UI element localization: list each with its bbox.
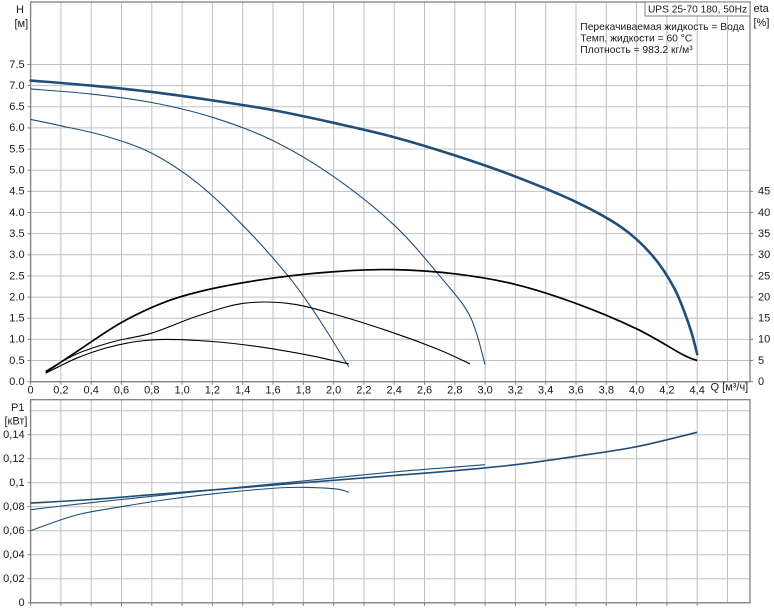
svg-text:1,4: 1,4 xyxy=(235,385,250,397)
svg-text:H: H xyxy=(16,4,24,16)
svg-text:4,2: 4,2 xyxy=(659,385,674,397)
svg-text:2,8: 2,8 xyxy=(447,385,462,397)
svg-text:P1: P1 xyxy=(11,402,24,414)
svg-text:45: 45 xyxy=(758,186,770,198)
svg-text:10: 10 xyxy=(758,334,770,346)
svg-text:3,8: 3,8 xyxy=(599,385,614,397)
svg-text:7.5: 7.5 xyxy=(9,59,24,71)
svg-text:1,8: 1,8 xyxy=(296,385,311,397)
svg-text:35: 35 xyxy=(758,228,770,240)
svg-text:[м]: [м] xyxy=(15,18,29,30)
svg-text:Темп. жидкости = 60 °C: Темп. жидкости = 60 °C xyxy=(580,34,693,45)
svg-text:5.0: 5.0 xyxy=(9,165,24,177)
svg-text:1,2: 1,2 xyxy=(205,385,220,397)
svg-text:0,12: 0,12 xyxy=(3,453,24,465)
svg-text:[%]: [%] xyxy=(754,17,770,29)
svg-text:2.0: 2.0 xyxy=(9,291,24,303)
svg-text:4.5: 4.5 xyxy=(9,186,24,198)
svg-text:0,04: 0,04 xyxy=(3,549,24,561)
svg-text:0,8: 0,8 xyxy=(144,385,159,397)
svg-text:4,4: 4,4 xyxy=(690,385,705,397)
svg-text:0,6: 0,6 xyxy=(114,385,129,397)
svg-text:7.0: 7.0 xyxy=(9,80,24,92)
svg-text:0,1: 0,1 xyxy=(9,477,24,489)
svg-text:0: 0 xyxy=(28,385,34,397)
svg-text:Q [м³/ч]: Q [м³/ч] xyxy=(711,382,749,394)
svg-text:2,6: 2,6 xyxy=(417,385,432,397)
svg-text:25: 25 xyxy=(758,270,770,282)
svg-text:3,4: 3,4 xyxy=(538,385,553,397)
svg-text:2,0: 2,0 xyxy=(326,385,341,397)
svg-text:0,2: 0,2 xyxy=(53,385,68,397)
svg-text:3.5: 3.5 xyxy=(9,228,24,240)
svg-text:0,14: 0,14 xyxy=(3,429,24,441)
svg-text:1.0: 1.0 xyxy=(9,334,24,346)
svg-text:UPS 25-70 180, 50Hz: UPS 25-70 180, 50Hz xyxy=(648,5,747,16)
svg-text:5: 5 xyxy=(758,355,764,367)
svg-text:20: 20 xyxy=(758,291,770,303)
svg-text:1,0: 1,0 xyxy=(174,385,189,397)
svg-text:2,4: 2,4 xyxy=(387,385,402,397)
svg-text:30: 30 xyxy=(758,249,770,261)
svg-text:3,6: 3,6 xyxy=(568,385,583,397)
svg-text:0,08: 0,08 xyxy=(3,501,24,513)
svg-text:5.5: 5.5 xyxy=(9,143,24,155)
svg-text:2,2: 2,2 xyxy=(356,385,371,397)
svg-text:1.5: 1.5 xyxy=(9,313,24,325)
svg-text:4,0: 4,0 xyxy=(629,385,644,397)
svg-text:0,4: 0,4 xyxy=(84,385,99,397)
svg-text:[кВт]: [кВт] xyxy=(5,416,28,428)
svg-text:6.5: 6.5 xyxy=(9,101,24,113)
svg-text:0: 0 xyxy=(758,376,764,388)
svg-text:40: 40 xyxy=(758,207,770,219)
svg-text:0,06: 0,06 xyxy=(3,525,24,537)
svg-text:Плотность = 983.2 кг/м³: Плотность = 983.2 кг/м³ xyxy=(580,45,693,56)
svg-text:3,2: 3,2 xyxy=(508,385,523,397)
svg-text:0.0: 0.0 xyxy=(9,376,24,388)
svg-text:4.0: 4.0 xyxy=(9,207,24,219)
svg-text:3.0: 3.0 xyxy=(9,249,24,261)
svg-text:2.5: 2.5 xyxy=(9,270,24,282)
svg-text:1,6: 1,6 xyxy=(265,385,280,397)
svg-text:0,02: 0,02 xyxy=(3,573,24,585)
svg-text:eta: eta xyxy=(754,3,770,15)
svg-text:3,0: 3,0 xyxy=(477,385,492,397)
svg-text:6.0: 6.0 xyxy=(9,122,24,134)
svg-text:0.5: 0.5 xyxy=(9,355,24,367)
svg-text:0: 0 xyxy=(18,597,24,609)
svg-text:Перекачиваемая жидкость = Вода: Перекачиваемая жидкость = Вода xyxy=(580,22,744,33)
svg-text:15: 15 xyxy=(758,313,770,325)
